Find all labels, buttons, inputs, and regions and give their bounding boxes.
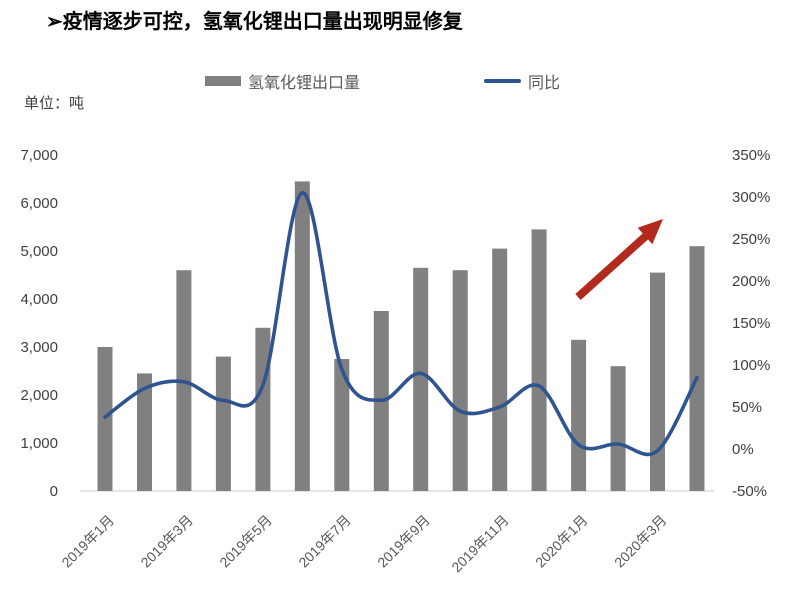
x-axis-tick-label: 2019年3月 <box>137 512 196 571</box>
right-axis-tick-label: 0% <box>732 441 754 458</box>
x-axis-tick-label: 2019年7月 <box>295 512 354 571</box>
legend-item-yoy: 同比 <box>484 71 561 92</box>
export-volume-bar <box>492 248 508 491</box>
x-axis-tick-label: 2020年1月 <box>532 512 591 571</box>
x-axis-tick-label: 2019年1月 <box>58 512 117 571</box>
export-volume-bar <box>137 373 152 491</box>
bar-series-legend-label: 氢氧化锂出口量 <box>248 75 361 92</box>
x-axis-tick-label: 2019年11月 <box>448 512 511 575</box>
left-axis-tick-label: 1,000 <box>20 435 58 452</box>
yoy-line <box>103 190 699 457</box>
x-axis-tick-label: 2020年3月 <box>611 512 670 571</box>
legend-item-export-volume: 氢氧化锂出口量 <box>205 71 361 92</box>
up-trend-arrow-shaft <box>575 232 650 300</box>
export-volume-bar <box>255 327 271 491</box>
export-volume-bar <box>334 359 350 491</box>
left-axis-tick-label: 4,000 <box>20 291 58 308</box>
export-volume-bar <box>97 347 113 491</box>
export-volume-bar <box>650 272 665 491</box>
chart-title: ➢疫情逐步可控，氢氧化锂出口量出现明显修复 <box>46 11 463 33</box>
right-axis-tick-label: 50% <box>732 399 762 416</box>
left-axis-tick-label: 0 <box>50 483 58 500</box>
bar-series-swatch-icon <box>205 76 241 86</box>
right-axis-tick-label: 350% <box>732 147 770 164</box>
export-volume-bar <box>452 270 468 491</box>
right-axis-tick-label: 100% <box>732 357 770 374</box>
export-volume-bar <box>610 366 626 491</box>
left-axis-tick-label: 6,000 <box>20 195 58 212</box>
up-trend-arrow-head-icon <box>637 219 663 245</box>
line-series-legend-label: 同比 <box>528 75 561 92</box>
right-axis-tick-label: 150% <box>732 315 770 332</box>
left-axis-tick-label: 7,000 <box>20 147 58 164</box>
export-volume-bar <box>294 181 310 491</box>
left-axis-tick-label: 3,000 <box>20 339 58 356</box>
right-axis-tick-label: 300% <box>732 189 770 206</box>
left-axis-tick-label: 2,000 <box>20 387 58 404</box>
unit-label: 单位：吨 <box>24 95 85 112</box>
export-volume-bar <box>571 339 587 491</box>
export-volume-bar <box>215 356 231 491</box>
line-series-swatch-icon <box>484 79 521 83</box>
right-axis-tick-label: 250% <box>732 231 770 248</box>
x-axis-tick-label: 2019年5月 <box>216 512 275 571</box>
export-volume-bar <box>413 267 429 491</box>
right-axis-tick-label: 200% <box>732 273 770 290</box>
left-axis-tick-label: 5,000 <box>20 243 58 260</box>
export-volume-bar <box>531 229 547 491</box>
x-axis-tick-label: 2019年9月 <box>374 512 433 571</box>
right-axis-tick-label: -50% <box>732 483 767 500</box>
export-volume-bar <box>689 246 705 491</box>
